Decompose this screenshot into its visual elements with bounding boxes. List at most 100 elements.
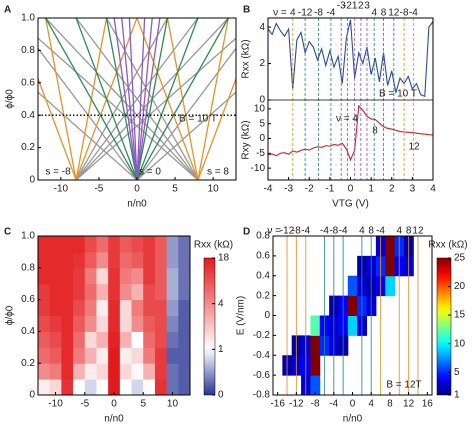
heatmap-cell: [131, 363, 144, 380]
y-tick-label: 0.8: [256, 231, 270, 242]
heatmap-cell: [73, 299, 86, 316]
y-tick-label: 0: [264, 310, 270, 321]
heatmap-cell: [38, 363, 51, 380]
y-axis-label: ϕ/ϕ0: [5, 305, 16, 325]
heatmap-cell: [310, 375, 321, 395]
y-tick-label: 1.0: [21, 231, 35, 242]
annotation: B = 10 T: [179, 114, 217, 125]
vline-label: -4: [376, 226, 385, 237]
x-axis-label: VTG (V): [332, 199, 369, 210]
y-tick-label: 0: [29, 390, 35, 401]
series-line: [38, 47, 138, 180]
colorbar-tick-label: 15: [454, 310, 466, 321]
x-tick-label: 0: [348, 184, 354, 195]
x-tick-label: 0: [350, 399, 356, 410]
heatmap-cell: [61, 331, 74, 348]
panel-letter: D: [243, 227, 250, 238]
x-tick-label: -2: [305, 184, 314, 195]
vline-prefix: ν =: [273, 8, 287, 19]
annotation: s = -8: [45, 167, 71, 178]
series-line: [197, 18, 230, 180]
heatmap-cell: [131, 347, 144, 364]
y2-tick-label: 10: [254, 104, 266, 115]
vline-label: -4: [320, 226, 329, 237]
annotation: 8: [372, 126, 378, 137]
heatmap-cell: [84, 267, 97, 285]
heatmap-cell: [143, 363, 156, 380]
y2-tick-label: 5: [259, 118, 265, 129]
vline-label: -4: [409, 8, 418, 19]
heatmap-cell: [178, 299, 190, 316]
heatmap-cell: [73, 347, 86, 364]
heatmap-cell: [108, 236, 121, 253]
heatmap-cell: [84, 251, 97, 269]
heatmap-cell: [119, 283, 133, 301]
heatmap-cell: [143, 267, 156, 285]
heatmap-cell: [143, 347, 156, 364]
heatmap-cell: [143, 299, 156, 316]
y-tick-label: -0.8: [253, 390, 271, 401]
y-tick-label: -0.4: [253, 350, 271, 361]
y-tick-label: 2: [259, 58, 265, 69]
heatmap-cell: [154, 236, 168, 253]
heatmap-cell: [61, 251, 74, 269]
heatmap-cell: [119, 251, 133, 269]
y-tick-label: 0.4: [256, 270, 270, 281]
heatmap-cell: [154, 267, 168, 285]
heatmap-cell: [61, 267, 74, 285]
vline-label: -12: [298, 8, 313, 19]
heatmap-cell: [38, 267, 51, 285]
colorbar-tick-label: 18: [218, 253, 230, 264]
series-line: [75, 18, 138, 180]
heatmap-cell: [119, 363, 133, 380]
vline-label: 2: [358, 1, 364, 12]
vline-label: 8: [368, 226, 374, 237]
series-line: [45, 18, 138, 180]
heatmap-cell: [84, 283, 97, 301]
x-axis-label: n/n0: [343, 414, 363, 425]
y-tick-label: -0.2: [253, 330, 271, 341]
heatmap-cell: [385, 255, 396, 277]
heatmap-cell: [131, 379, 144, 395]
heatmap-cell: [84, 331, 97, 348]
y-tick-label: 0.6: [21, 77, 35, 88]
colorbar-tick-label: 4: [218, 298, 224, 309]
y-tick-label: 0.2: [256, 290, 270, 301]
heatmap-cell: [119, 315, 133, 332]
x-tick-label: -1: [325, 184, 334, 195]
series-line: [136, 18, 229, 180]
heatmap-cell: [96, 379, 109, 395]
x-tick-label: 4: [368, 399, 374, 410]
heatmap-cell: [143, 251, 156, 269]
series-line: [105, 18, 138, 180]
heatmap-cell: [108, 347, 121, 364]
plot-area: [268, 18, 433, 180]
heatmap-cell: [166, 251, 179, 269]
y-tick-label: 0: [29, 175, 35, 186]
plot-area: [38, 236, 190, 395]
x-tick-label: 0: [134, 184, 140, 195]
x-tick-label: 16: [422, 399, 434, 410]
y-axis-label: Rxx (kΩ): [241, 39, 252, 78]
x-tick-label: -5: [94, 184, 103, 195]
annotation: ν = 4: [336, 114, 358, 125]
vline-label: 4: [290, 8, 296, 19]
heatmap-cell: [108, 363, 121, 380]
heatmap-cell: [131, 267, 144, 285]
heatmap-cell: [131, 331, 144, 348]
series-line: [128, 18, 138, 180]
heatmap-cell: [131, 315, 144, 332]
vline-prefix: ν =: [267, 226, 281, 237]
y2-tick-label: 0: [259, 133, 265, 144]
heatmap-cell: [166, 283, 179, 301]
heatmap-cell: [73, 331, 86, 348]
vline-label: -4: [339, 226, 348, 237]
heatmap-cell: [347, 295, 358, 316]
annotation: s = 8: [207, 167, 229, 178]
colorbar: [203, 257, 216, 396]
y-tick-label: 0: [259, 95, 265, 106]
heatmap-cell: [73, 315, 86, 332]
heatmap-cell: [73, 267, 86, 285]
x-tick-label: -16: [270, 399, 285, 410]
heatmap-cell: [38, 331, 51, 348]
